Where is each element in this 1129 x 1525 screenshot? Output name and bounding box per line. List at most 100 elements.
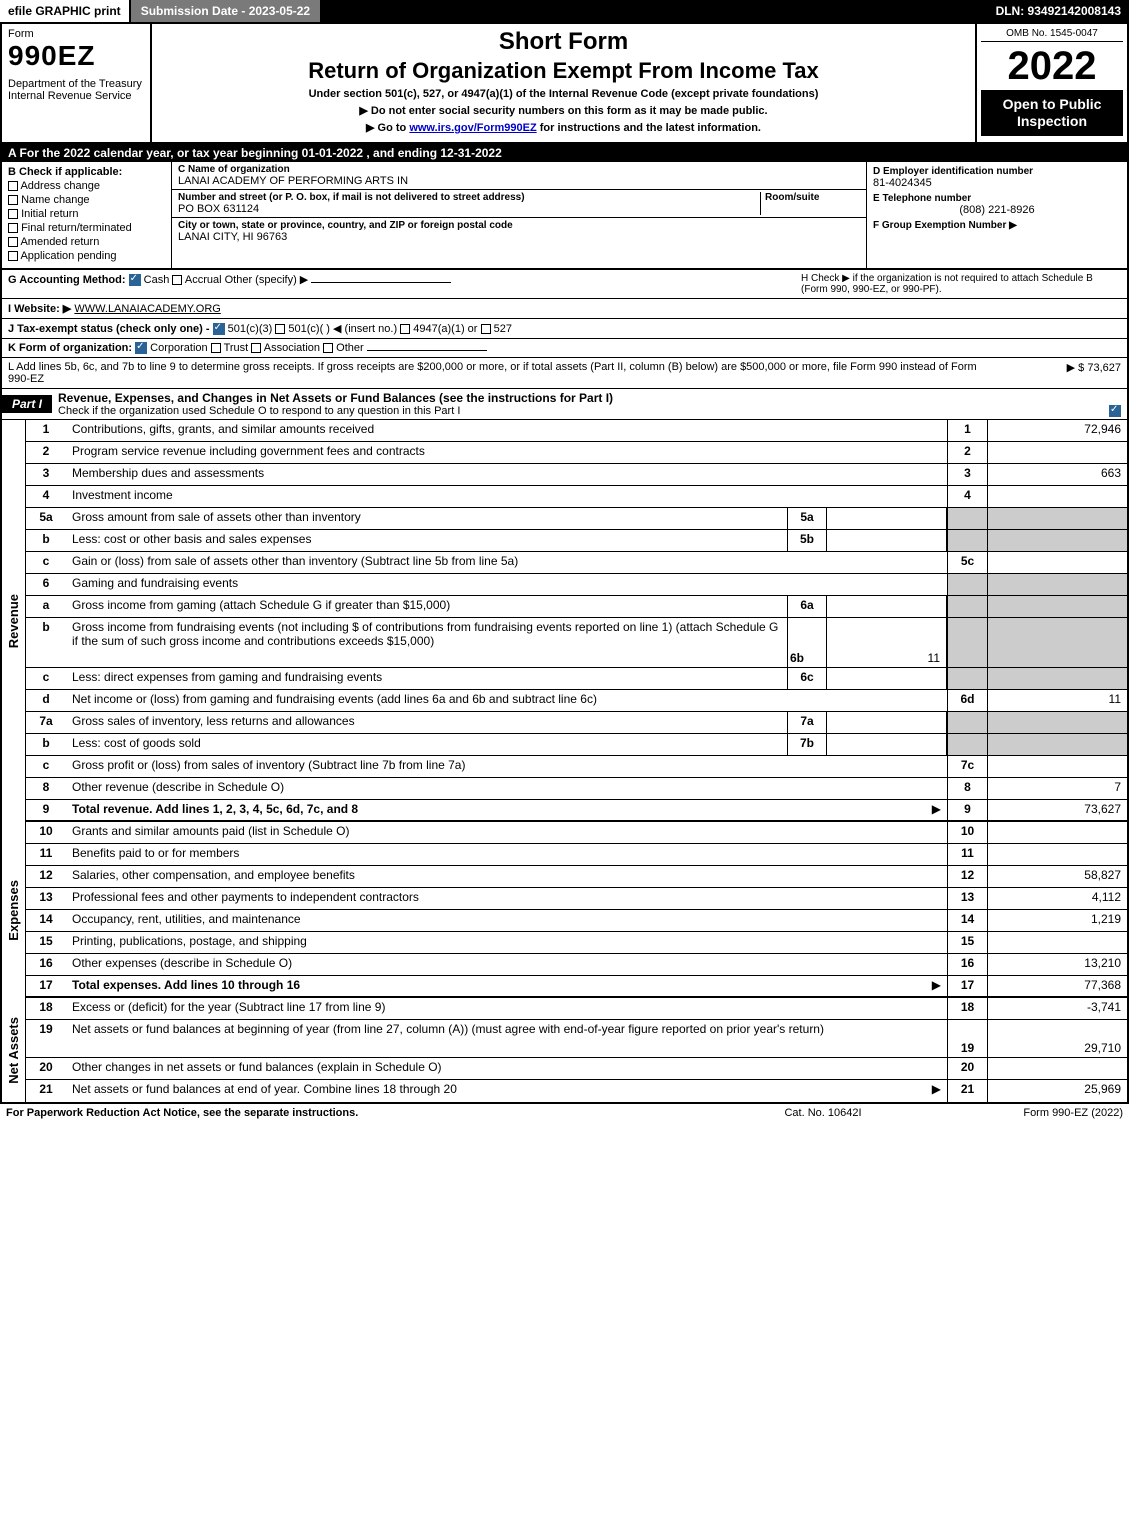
checkbox-icon xyxy=(8,195,18,205)
line-19: 19Net assets or fund balances at beginni… xyxy=(26,1020,1127,1058)
net-assets-section: Net Assets 18Excess or (deficit) for the… xyxy=(0,998,1129,1104)
revenue-section: Revenue 1Contributions, gifts, grants, a… xyxy=(0,420,1129,822)
line-6: 6Gaming and fundraising events xyxy=(26,574,1127,596)
chk-application-pending[interactable]: Application pending xyxy=(8,250,165,262)
section-c: C Name of organization LANAI ACADEMY OF … xyxy=(172,162,867,268)
arrow-icon: ▶ xyxy=(932,978,941,992)
org-city: LANAI CITY, HI 96763 xyxy=(178,231,860,243)
footer-cat-no: Cat. No. 10642I xyxy=(723,1107,923,1119)
line-16: 16Other expenses (describe in Schedule O… xyxy=(26,954,1127,976)
org-address: PO BOX 631124 xyxy=(178,203,760,215)
line-21: 21Net assets or fund balances at end of … xyxy=(26,1080,1127,1102)
line-6c: cLess: direct expenses from gaming and f… xyxy=(26,668,1127,690)
line-13: 13Professional fees and other payments t… xyxy=(26,888,1127,910)
line-6d: dNet income or (loss) from gaming and fu… xyxy=(26,690,1127,712)
top-bar: efile GRAPHIC print Submission Date - 20… xyxy=(0,0,1129,24)
arrow-icon: ▶ xyxy=(932,1082,941,1096)
checkbox-icon xyxy=(8,251,18,261)
checkbox-icon xyxy=(251,343,261,353)
tax-year: 2022 xyxy=(981,46,1123,86)
checkbox-icon xyxy=(8,209,18,219)
line-5c: cGain or (loss) from sale of assets othe… xyxy=(26,552,1127,574)
line-1: 1Contributions, gifts, grants, and simil… xyxy=(26,420,1127,442)
section-i: I Website: ▶ WWW.LANAIACADEMY.ORG xyxy=(0,299,1129,319)
omb-number: OMB No. 1545-0047 xyxy=(981,28,1123,42)
checkbox-icon xyxy=(211,343,221,353)
net-assets-label: Net Assets xyxy=(6,1017,21,1084)
section-k: K Form of organization: Corporation Trus… xyxy=(0,339,1129,358)
expenses-section: Expenses 10Grants and similar amounts pa… xyxy=(0,822,1129,998)
revenue-label: Revenue xyxy=(6,594,21,648)
form-header: Form 990EZ Department of the Treasury In… xyxy=(0,24,1129,144)
form-subtitle: Under section 501(c), 527, or 4947(a)(1)… xyxy=(160,88,967,100)
footer-form-ref: Form 990-EZ (2022) xyxy=(923,1107,1123,1119)
dln: DLN: 93492142008143 xyxy=(988,0,1129,22)
department: Department of the Treasury Internal Reve… xyxy=(8,78,144,102)
section-l: L Add lines 5b, 6c, and 7b to line 9 to … xyxy=(0,358,1129,389)
line-20: 20Other changes in net assets or fund ba… xyxy=(26,1058,1127,1080)
checkbox-icon xyxy=(172,275,182,285)
line-3: 3Membership dues and assessments3663 xyxy=(26,464,1127,486)
expenses-label: Expenses xyxy=(6,880,21,941)
e-phone-label: E Telephone number xyxy=(873,193,1121,204)
checked-icon xyxy=(129,274,141,286)
chk-initial-return[interactable]: Initial return xyxy=(8,208,165,220)
checkbox-icon xyxy=(400,324,410,334)
row-a-tax-year: A For the 2022 calendar year, or tax yea… xyxy=(0,144,1129,162)
c-name-label: C Name of organization xyxy=(178,164,860,175)
chk-final-return[interactable]: Final return/terminated xyxy=(8,222,165,234)
form-number: 990EZ xyxy=(8,40,144,72)
form-word: Form xyxy=(8,28,144,40)
line-6a: aGross income from gaming (attach Schedu… xyxy=(26,596,1127,618)
section-h: H Check ▶ if the organization is not req… xyxy=(801,273,1121,295)
website-value: WWW.LANAIACADEMY.ORG xyxy=(74,303,220,315)
page-footer: For Paperwork Reduction Act Notice, see … xyxy=(0,1104,1129,1122)
section-d-e-f: D Employer identification number 81-4024… xyxy=(867,162,1127,268)
line-10: 10Grants and similar amounts paid (list … xyxy=(26,822,1127,844)
b-header: B Check if applicable: xyxy=(8,166,165,178)
section-j: J Tax-exempt status (check only one) - 5… xyxy=(0,319,1129,339)
open-inspection: Open to Public Inspection xyxy=(981,90,1123,136)
checkbox-icon xyxy=(8,237,18,247)
line-14: 14Occupancy, rent, utilities, and mainte… xyxy=(26,910,1127,932)
chk-name-change[interactable]: Name change xyxy=(8,194,165,206)
line-17: 17Total expenses. Add lines 10 through 1… xyxy=(26,976,1127,998)
c-addr-label: Number and street (or P. O. box, if mail… xyxy=(178,192,760,203)
room-label: Room/suite xyxy=(765,192,860,203)
line-5b: bLess: cost or other basis and sales exp… xyxy=(26,530,1127,552)
chk-amended[interactable]: Amended return xyxy=(8,236,165,248)
form-title: Return of Organization Exempt From Incom… xyxy=(160,58,967,84)
chk-address-change[interactable]: Address change xyxy=(8,180,165,192)
line-4: 4Investment income4 xyxy=(26,486,1127,508)
irs-link[interactable]: www.irs.gov/Form990EZ xyxy=(409,122,536,134)
part1-label: Part I xyxy=(2,395,52,413)
c-city-label: City or town, state or province, country… xyxy=(178,220,860,231)
footer-notice: For Paperwork Reduction Act Notice, see … xyxy=(6,1107,723,1119)
notice-ssn: ▶ Do not enter social security numbers o… xyxy=(160,104,967,117)
checkbox-icon xyxy=(8,223,18,233)
arrow-icon: ▶ xyxy=(932,802,941,816)
line-7a: 7aGross sales of inventory, less returns… xyxy=(26,712,1127,734)
line-18: 18Excess or (deficit) for the year (Subt… xyxy=(26,998,1127,1020)
line-5a: 5aGross amount from sale of assets other… xyxy=(26,508,1127,530)
line-7c: cGross profit or (loss) from sales of in… xyxy=(26,756,1127,778)
section-b: B Check if applicable: Address change Na… xyxy=(2,162,172,268)
section-g-h: G Accounting Method: Cash Accrual Other … xyxy=(0,270,1129,299)
d-ein-label: D Employer identification number xyxy=(873,166,1121,177)
line-7b: bLess: cost of goods sold7b xyxy=(26,734,1127,756)
org-name: LANAI ACADEMY OF PERFORMING ARTS IN xyxy=(178,175,860,187)
checked-icon xyxy=(213,323,225,335)
f-group-label: F Group Exemption Number ▶ xyxy=(873,220,1121,231)
checkbox-icon xyxy=(8,181,18,191)
section-g: G Accounting Method: Cash Accrual Other … xyxy=(8,273,451,295)
gross-receipts: ▶ $ 73,627 xyxy=(1001,361,1121,385)
efile-label[interactable]: efile GRAPHIC print xyxy=(0,0,131,22)
checked-icon xyxy=(1109,405,1121,417)
line-6b: bGross income from fundraising events (n… xyxy=(26,618,1127,668)
line-15: 15Printing, publications, postage, and s… xyxy=(26,932,1127,954)
checkbox-icon xyxy=(275,324,285,334)
line-8: 8Other revenue (describe in Schedule O)8… xyxy=(26,778,1127,800)
info-grid: B Check if applicable: Address change Na… xyxy=(0,162,1129,270)
short-form-label: Short Form xyxy=(160,28,967,56)
phone-value: (808) 221-8926 xyxy=(873,204,1121,216)
